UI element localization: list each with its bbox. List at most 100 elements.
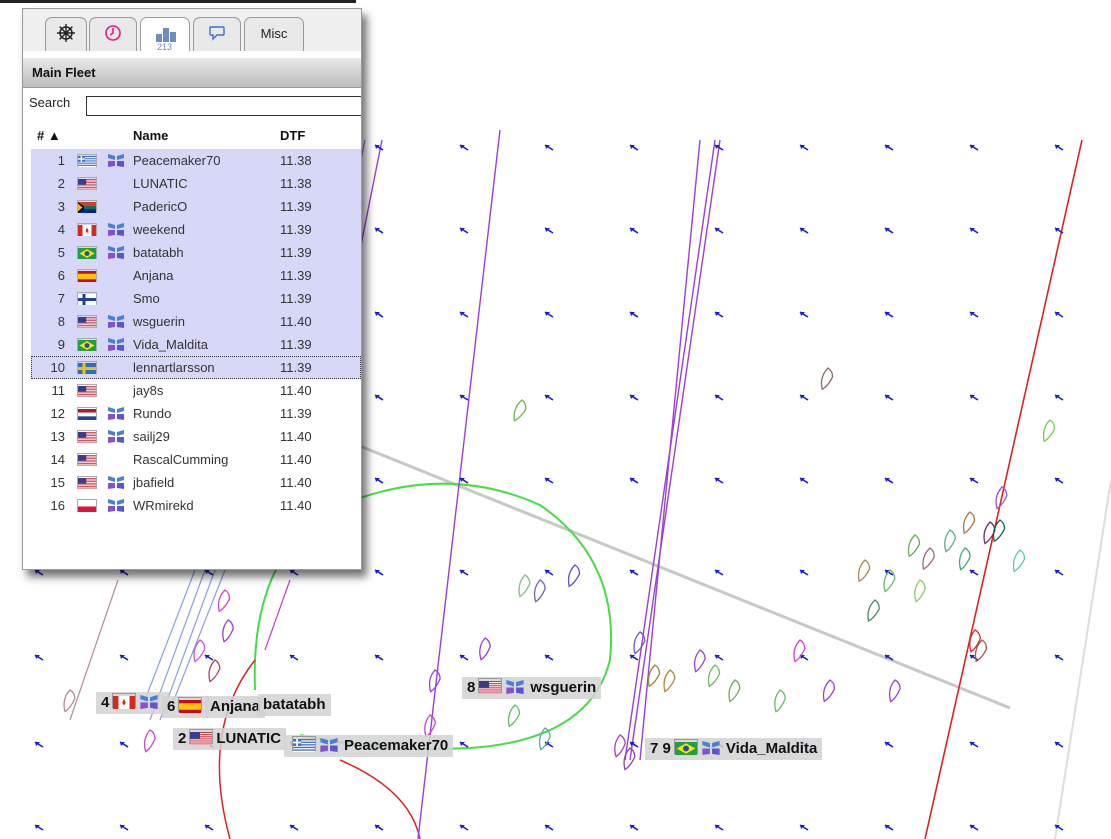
fleet-row[interactable]: 8 wsguerin 11.40 [31,310,361,333]
wind-arrow-icon [629,311,639,318]
wind-arrow-icon [969,569,979,576]
wind-arrow-icon [799,227,809,234]
wind-arrow-icon [629,227,639,234]
wind-arrow-icon [714,569,724,576]
canada-flag-icon [77,223,97,236]
boat-map-label[interactable]: 7 9 Vida_Maldita [645,738,823,760]
spain-flag-icon [178,697,203,713]
layline [339,436,1011,710]
fleet-row[interactable]: 12 Rundo 11.39 [31,402,361,425]
boat-map-label[interactable]: Peacemaker70 [284,735,454,757]
tab-clock[interactable] [89,17,137,51]
column-rank[interactable]: # ▲ [37,128,61,143]
tab-ranking[interactable]: 213 [140,17,190,52]
boat-marker [888,679,901,703]
row-name: Smo [133,291,160,306]
column-headers: # ▲ Name DTF [23,125,361,147]
row-name: PadericO [133,199,188,214]
row-name: Vida_Maldita [133,337,208,352]
fleet-row[interactable]: 1 Peacemaker70 11.38 [31,149,361,172]
wind-arrow-icon [1054,569,1064,576]
row-dtf: 11.38 [280,176,312,191]
boat-icon [107,407,125,420]
boat-map-label[interactable]: 8 wsguerin [462,677,602,699]
tab-chat[interactable] [193,17,241,51]
boat-marker [63,689,76,713]
panel-tabs: 213 Misc [23,9,361,52]
wind-arrow-icon [714,311,724,318]
boat-map-label[interactable]: 2 LUNATIC [173,728,287,750]
boat-icon [107,476,125,489]
boat-icon [107,315,125,328]
wind-arrow-icon [459,741,469,748]
fleet-row[interactable]: 6 Anjana 11.39 [31,264,361,287]
chat-icon [208,26,226,41]
window-top-edge [0,0,356,3]
boat-marker [623,747,636,771]
wind-arrow-icon [629,477,639,484]
wind-arrow-icon [714,824,724,831]
boat-map-label[interactable]: batatabh [258,694,331,716]
fleet-row[interactable]: 11 jay8s 11.40 [31,379,361,402]
wind-arrow-icon [204,569,214,576]
fleet-row[interactable]: 9 Vida_Maldita 11.39 [31,333,361,356]
clock-icon [104,25,122,41]
wind-arrow-icon [119,654,129,661]
fleet-row[interactable]: 14 RascalCumming 11.40 [31,448,361,471]
row-rank: 16 [50,498,65,513]
usa-flag-icon [478,678,503,694]
boat-icon [107,499,125,512]
wind-arrow-icon [884,394,894,401]
wind-arrow-icon [459,654,469,661]
row-rank: 12 [50,406,65,421]
wind-arrow-icon [34,654,44,661]
wind-arrow-icon [969,477,979,484]
tab-misc[interactable]: Misc [244,17,304,51]
row-rank: 1 [57,153,65,168]
boat-icon [505,679,525,694]
fleet-row[interactable]: 5 batatabh 11.39 [31,241,361,264]
wind-arrow-icon [289,569,299,576]
track-line [639,139,701,761]
boat-marker [995,486,1008,510]
boat-marker [1012,549,1026,573]
row-name: weekend [133,222,186,237]
wind-arrow-icon [969,741,979,748]
wind-arrow-icon [1054,477,1064,484]
usa-flag-icon [77,430,97,443]
row-dtf: 11.40 [280,314,312,329]
row-name: jay8s [133,383,164,398]
column-name[interactable]: Name [133,128,169,143]
fleet-row[interactable]: 10 lennartlarsson 11.39 [31,356,361,379]
fleet-row[interactable]: 3 PadericO 11.39 [31,195,361,218]
fleet-row[interactable]: 4 weekend 11.39 [31,218,361,241]
column-dtf[interactable]: DTF [280,128,306,143]
wind-arrow-icon [119,569,129,576]
boat-marker [513,399,527,422]
search-input[interactable] [86,96,361,116]
wind-arrow-icon [459,394,469,401]
wind-arrow-icon [799,311,809,318]
boat-marker [428,669,441,693]
tab-wheel[interactable] [45,17,87,51]
track-line [417,129,501,839]
boat-marker [222,619,234,643]
boat-map-label[interactable]: 4 [96,692,170,714]
wind-arrow-icon [969,144,979,151]
fleet-row[interactable]: 15 jbafield 11.40 [31,471,361,494]
fleet-row[interactable]: 2 LUNATIC 11.38 [31,172,361,195]
fleet-row[interactable]: 13 sailj29 11.40 [31,425,361,448]
search-label: Search [29,95,71,110]
boat-map-label[interactable]: Anjana [205,696,266,718]
boat-map-label[interactable]: 6 [162,696,211,718]
row-name: Peacemaker70 [133,153,221,168]
wind-arrow-icon [544,569,554,576]
fleet-row[interactable]: 7 Smo 11.39 [31,287,361,310]
wind-arrow-icon [34,824,44,831]
boat-marker [208,659,221,683]
wind-arrow-icon [799,824,809,831]
fleet-row[interactable]: 16 WRmirekd 11.40 [31,494,361,517]
wind-arrow-icon [799,569,809,576]
boat-marker [883,569,896,593]
wind-arrow-icon [799,477,809,484]
